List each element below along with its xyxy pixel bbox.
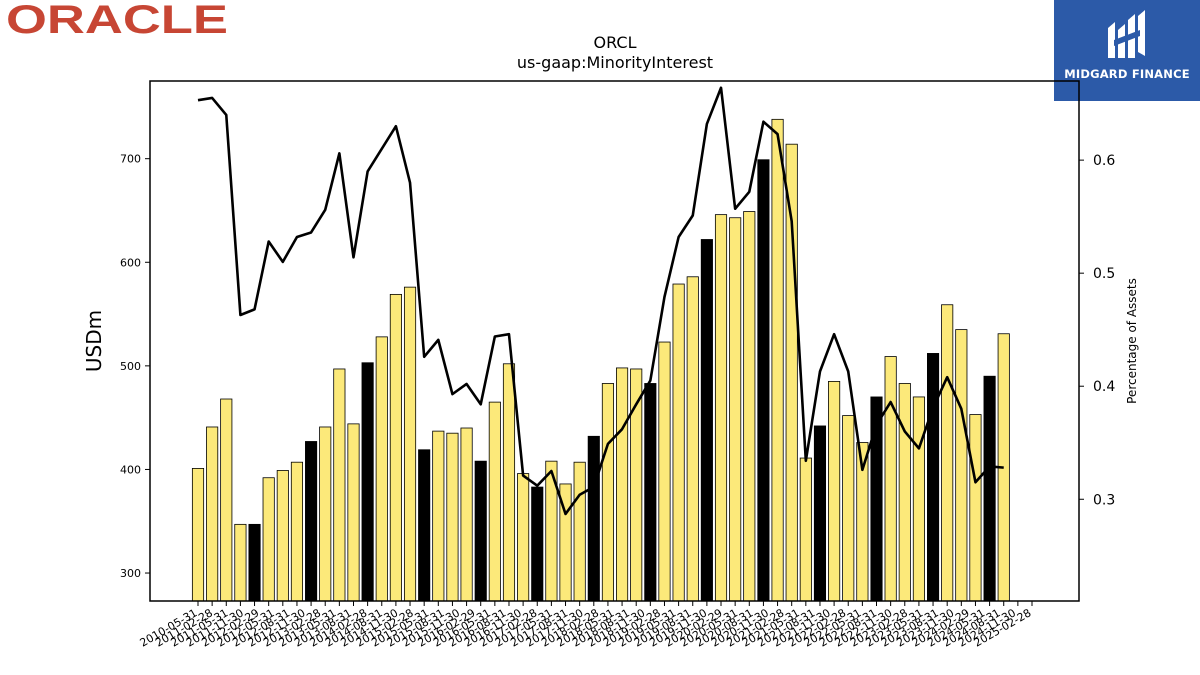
bar [601, 383, 614, 602]
y2-axis-label: Percentage of Assets [1125, 278, 1139, 404]
y-tick-label: 700 [120, 153, 141, 166]
chart-subtitle: us-gaap:MinorityInterest [517, 53, 713, 72]
bar [517, 473, 530, 602]
oracle-logo: ORACLE [6, 2, 228, 38]
bar [616, 367, 629, 602]
bar [898, 383, 911, 602]
bar [983, 375, 996, 602]
y2-tick-label: 0.4 [1093, 379, 1115, 395]
bar [531, 486, 544, 602]
bar [333, 368, 346, 602]
bar [319, 426, 332, 602]
y-tick-label: 600 [120, 256, 141, 269]
y-tick-label: 300 [120, 567, 141, 580]
bar [969, 414, 982, 602]
bar [771, 118, 784, 602]
bar [700, 239, 713, 602]
bar [672, 283, 685, 602]
bar [799, 457, 812, 602]
midgard-emblem-icon [1108, 10, 1145, 58]
bar [573, 461, 586, 602]
y-tick-label: 400 [120, 463, 141, 476]
bar [658, 341, 671, 602]
bar [305, 441, 318, 602]
bar [262, 477, 275, 602]
chart-title: ORCL [594, 33, 637, 52]
bar [248, 523, 261, 602]
bar [276, 470, 289, 602]
bar [234, 523, 247, 602]
bar [220, 398, 233, 602]
midgard-finance-logo: MIDGARD FINANCE [1054, 0, 1200, 101]
line-layer [197, 86, 1004, 516]
percentage-of-assets-line [197, 86, 1004, 516]
y2-tick-label: 0.5 [1093, 266, 1115, 282]
bar [446, 432, 459, 602]
bars-layer [191, 118, 1010, 602]
bar [474, 460, 487, 602]
bar [785, 143, 798, 602]
oracle-wordmark: ORACLE [6, 2, 228, 38]
left-axis: 300 400 500 600 700 [120, 153, 150, 580]
y2-tick-label: 0.3 [1093, 492, 1115, 508]
midgard-finance-wordmark: MIDGARD FINANCE [1064, 67, 1190, 81]
bar [403, 286, 417, 602]
bar [912, 396, 925, 602]
bar [757, 159, 770, 602]
bar [375, 336, 388, 602]
bar [460, 427, 473, 602]
bar [432, 430, 445, 602]
bar [927, 353, 940, 602]
bar [743, 211, 756, 602]
bar [644, 383, 657, 602]
bar [714, 214, 728, 602]
plot-frame [149, 80, 1080, 602]
bar [191, 468, 205, 602]
y-axis-label: USDm [82, 310, 106, 372]
bar [502, 363, 516, 602]
bar [884, 356, 897, 602]
bar [828, 380, 841, 602]
bar [587, 435, 600, 602]
bar [389, 293, 402, 602]
bar [488, 401, 501, 602]
bar [361, 362, 374, 602]
bar [347, 423, 360, 602]
bar [955, 329, 968, 602]
y2-tick-label: 0.6 [1093, 153, 1115, 169]
y-tick-label: 500 [120, 360, 141, 373]
bar [729, 217, 742, 602]
bar [941, 304, 954, 602]
bar [418, 449, 431, 602]
x-axis: 2010-05-312011-02-282011-05-312011-11-30… [138, 601, 1034, 650]
bar [813, 425, 827, 602]
bar [290, 461, 304, 602]
bar [206, 426, 219, 602]
bar [686, 276, 699, 602]
bar [842, 415, 855, 602]
right-axis: 0.3 0.4 0.5 0.6 [1079, 153, 1115, 508]
